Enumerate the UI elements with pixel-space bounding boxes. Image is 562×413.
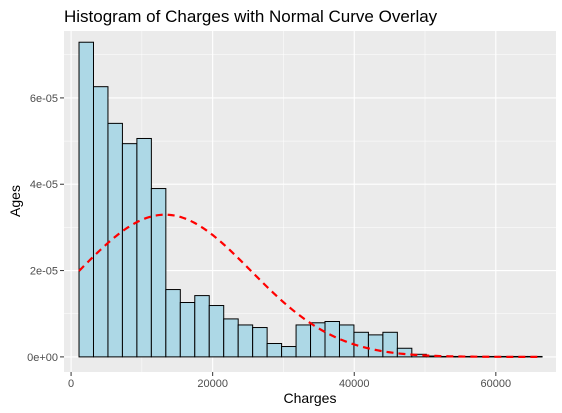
histogram-bar: [324, 320, 340, 358]
histogram-bar: [121, 143, 138, 358]
histogram-bar: [367, 334, 384, 358]
histogram-bar: [223, 318, 239, 358]
histogram-bar: [396, 347, 413, 358]
histogram-bar: [266, 343, 283, 358]
histogram-bar: [78, 41, 94, 358]
histogram-bar: [382, 331, 398, 358]
histogram-bar: [165, 289, 181, 358]
histogram-bar: [208, 305, 225, 358]
x-tick-label: 0: [68, 378, 74, 390]
histogram-bar: [237, 324, 254, 358]
y-tick-label: 4e-05: [30, 179, 58, 191]
y-tick-label: 6e-05: [30, 93, 58, 105]
y-tick-label: 0e+00: [27, 352, 58, 364]
histogram-bar: [150, 188, 167, 358]
histogram-bar: [281, 346, 297, 358]
x-tick-label: 40000: [339, 378, 370, 390]
chart-title: Histogram of Charges with Normal Curve O…: [64, 7, 438, 26]
histogram-bar: [136, 137, 152, 358]
x-tick-label: 60000: [481, 378, 512, 390]
histogram-bar: [310, 322, 326, 358]
histogram-bar: [295, 324, 312, 358]
histogram-bar: [252, 327, 268, 358]
histogram-bar: [179, 302, 196, 358]
y-tick-label: 2e-05: [30, 266, 58, 278]
y-axis: 0e+00 2e-05 4e-05 6e-05: [27, 93, 64, 364]
y-axis-title: Ages: [7, 185, 23, 217]
x-axis-title: Charges: [284, 390, 337, 406]
histogram-bar: [194, 295, 210, 358]
histogram-bar: [92, 86, 109, 358]
x-tick-label: 20000: [197, 378, 228, 390]
histogram-bars: [78, 41, 543, 358]
histogram-bar: [107, 122, 123, 358]
normal-curve-line: [78, 213, 543, 358]
x-axis: 0 20000 40000 60000: [68, 372, 511, 390]
